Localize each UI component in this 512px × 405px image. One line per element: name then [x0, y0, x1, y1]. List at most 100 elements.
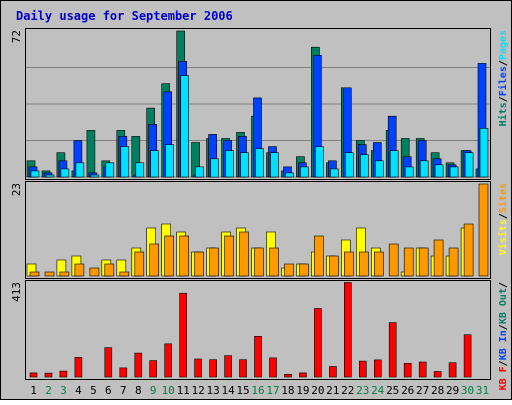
panel-frame: [25, 181, 491, 279]
bar-sites-day-undefined: [448, 247, 459, 277]
bar-sites-day-undefined: [104, 263, 115, 277]
x-tick-label-9: 9: [150, 384, 157, 397]
bar-pages-day-16: [255, 148, 264, 178]
bar-pages-day-1: [30, 170, 40, 178]
bar-pages-day-28: [434, 164, 444, 178]
x-tick-label-2: 2: [45, 384, 52, 397]
bar-kb-f-day-undefined: [44, 372, 53, 378]
y-max-label: 23: [10, 183, 23, 196]
bar-kb-f-day-undefined: [463, 334, 472, 378]
bar-sites-day-undefined: [179, 235, 189, 277]
x-tick-label-1: 1: [30, 384, 37, 397]
bar-pages-day-31: [479, 128, 489, 178]
bar-kb-f-day-undefined: [254, 335, 262, 378]
bar-kb-f-day-undefined: [194, 358, 202, 378]
legend--: /: [498, 282, 509, 288]
bar-pages-day-26: [404, 166, 414, 178]
bar-sites-day-undefined: [403, 247, 414, 277]
series-legend: Hits/Files/Pages: [497, 30, 509, 126]
bar-pages-day-17: [270, 152, 279, 178]
legend--: /: [498, 60, 509, 66]
bar-sites-day-undefined: [418, 247, 429, 277]
x-tick-label-4: 4: [75, 384, 82, 397]
bar-sites-day-undefined: [149, 243, 159, 277]
legend-pages: Pages: [498, 30, 509, 60]
x-tick-label-8: 8: [135, 384, 142, 397]
bar-kb-f-day-undefined: [59, 370, 68, 378]
bar-pages-day-6: [105, 162, 115, 178]
bar-pages-day-23: [359, 154, 369, 178]
bar-pages-day-18: [285, 172, 294, 178]
bar-kb-f-day-undefined: [403, 362, 412, 378]
bar-kb-f-day-undefined: [179, 292, 187, 378]
panel-frame: [25, 280, 491, 380]
bar-sites-day-undefined: [89, 267, 100, 277]
bar-sites-day-undefined: [224, 235, 234, 277]
bar-pages-day-5: [90, 174, 100, 178]
bar-kb-f-day-undefined: [358, 360, 367, 378]
x-tick-label-24: 24: [371, 384, 385, 397]
bar-pages-day-29: [449, 166, 459, 178]
y-max-label: 413: [10, 282, 23, 302]
bar-sites-day-undefined: [239, 231, 249, 277]
legend-sites: Sites: [497, 183, 509, 213]
bar-kb-f-day-undefined: [104, 347, 113, 378]
bar-sites-day-undefined: [343, 251, 354, 277]
bar-hits-day-5: [86, 130, 96, 178]
legend-kb-in: KB In: [498, 330, 509, 360]
legend--: /: [498, 96, 509, 102]
bar-sites-day-undefined: [194, 251, 204, 277]
legend-kb-out: KB Out: [498, 288, 509, 324]
bar-pages-day-15: [240, 152, 249, 178]
legend--: /: [498, 324, 509, 330]
legend--: /: [498, 360, 509, 366]
bar-sites-day-undefined: [119, 271, 130, 277]
x-tick-label-19: 19: [296, 384, 309, 397]
bar-pages-day-19: [300, 166, 309, 178]
panel-frame: [25, 28, 491, 180]
bar-kb-f-day-undefined: [269, 357, 277, 378]
bar-pages-day-10: [165, 144, 174, 178]
legend-kb-f: KB F: [498, 366, 509, 390]
x-tick-label-31: 31: [476, 384, 489, 397]
x-tick-label-22: 22: [341, 384, 354, 397]
bar-kb-f-day-undefined: [74, 357, 83, 378]
series-legend: KB F/KB In/KB Out/: [498, 282, 509, 390]
bar-kb-f-day-undefined: [119, 367, 128, 378]
x-tick-label-18: 18: [281, 384, 294, 397]
x-tick-label-7: 7: [120, 384, 127, 397]
bar-sites-day-undefined: [254, 247, 264, 277]
bar-sites-day-undefined: [463, 223, 474, 277]
bar-kb-f-day-undefined: [134, 352, 143, 378]
bar-kb-f-day-undefined: [239, 359, 247, 378]
panel-visits-sites: 23 Visits/Sites: [10, 181, 509, 279]
legend-files: Files: [497, 66, 509, 96]
bar-pages-day-20: [315, 146, 324, 178]
bar-kb-f-day-undefined: [314, 308, 322, 378]
bar-sites-day-undefined: [29, 271, 40, 277]
bar-sites-day-undefined: [388, 243, 399, 277]
x-tick-label-13: 13: [206, 384, 219, 397]
chart-title: Daily usage for September 2006: [16, 9, 233, 23]
bar-sites-day-undefined: [373, 251, 384, 277]
bar-kb-f-day-undefined: [164, 343, 172, 378]
bar-sites-day-undefined: [59, 271, 70, 277]
x-tick-label-6: 6: [105, 384, 112, 397]
bar-kb-f-day-undefined: [224, 355, 232, 378]
bar-kb-f-day-undefined: [343, 282, 352, 378]
bar-sites-day-undefined: [134, 251, 145, 277]
bar-pages-day-3: [60, 168, 70, 178]
bar-kb-f-day-undefined: [149, 360, 157, 378]
bar-sites-day-undefined: [164, 235, 174, 277]
bar-sites-day-undefined: [314, 235, 324, 277]
x-tick-label-3: 3: [60, 384, 67, 397]
bar-kb-f-day-undefined: [373, 359, 382, 378]
bar-pages-day-22: [344, 152, 354, 178]
bar-sites-day-undefined: [74, 263, 85, 277]
x-tick-label-23: 23: [356, 384, 369, 397]
